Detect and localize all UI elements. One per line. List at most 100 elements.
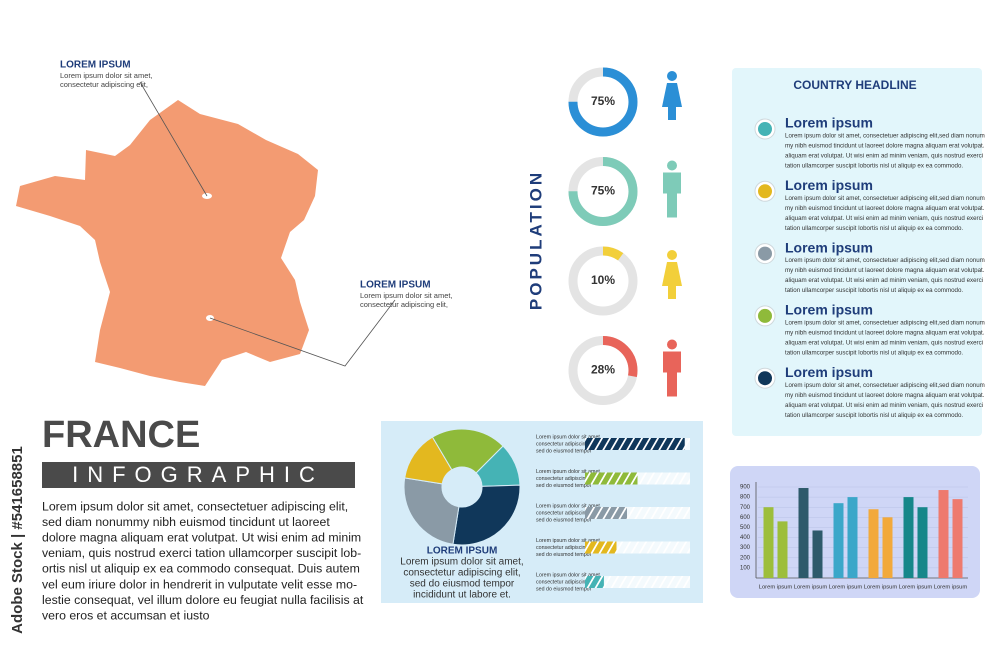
donut-arc <box>568 157 638 226</box>
item-text: my nibh euismod tincidunt ut laoreet dol… <box>785 330 985 337</box>
x-tick-label: Lorem ipsum <box>864 585 898 591</box>
y-tick-label: 200 <box>740 555 751 561</box>
person-head <box>667 339 677 350</box>
donut-arc <box>568 336 638 405</box>
item-text: aliquam erat volutpat. Ut wisi enim ad m… <box>785 153 983 160</box>
paragraph-line: veniam, quis nostrud exerci tation ullam… <box>42 546 361 560</box>
y-tick-label: 100 <box>740 565 751 571</box>
bar <box>938 490 949 578</box>
progress-stripes <box>585 472 690 485</box>
item-text: tation ullamcorper suscipit lobortis nis… <box>785 412 963 419</box>
y-tick-label: 500 <box>740 525 751 531</box>
person-body <box>663 351 681 397</box>
pie-title: LOREM IPSUM <box>427 546 498 557</box>
bar-text: Lorem ipsum dolor sit amet, <box>536 503 601 509</box>
item-heading: Lorem ipsum <box>785 177 873 193</box>
callout-title: LOREM IPSUM <box>60 60 131 71</box>
progress-stripes <box>585 507 690 519</box>
item-text: Lorem ipsum dolor sit amet, consectetuer… <box>785 320 985 327</box>
item-text: aliquam erat volutpat. Ut wisi enim ad m… <box>785 277 983 284</box>
bar <box>903 497 914 578</box>
progress-stripes <box>585 576 690 588</box>
callout-title: LOREM IPSUM <box>360 280 431 291</box>
pie-text: incididunt ut labore et. <box>413 590 511 601</box>
paragraph-line: vel eum iriure dolor in hendrerit in vul… <box>42 577 357 591</box>
callout-text: consectetur adipiscing elit, <box>60 80 148 89</box>
item-text: aliquam erat volutpat. Ut wisi enim ad m… <box>785 215 983 222</box>
item-text: my nibh euismod tincidunt ut laoreet dol… <box>785 267 985 274</box>
france-map <box>16 100 318 386</box>
person-body <box>662 262 682 299</box>
item-text: Lorem ipsum dolor sit amet, consectetuer… <box>785 133 985 140</box>
item-heading: Lorem ipsum <box>785 302 873 318</box>
paragraph-line: ortis nisl ut aliquip ex ea commodo cons… <box>42 562 360 576</box>
y-tick-label: 400 <box>740 535 751 541</box>
donut-arc <box>568 246 638 316</box>
bar-text: sed do eiusmod tempor <box>536 552 592 558</box>
item-text: tation ullamcorper suscipit lobortis nis… <box>785 163 963 170</box>
bar <box>812 530 823 578</box>
bar-text: sed do eiusmod tempor <box>536 448 592 454</box>
pie-text: Lorem ipsum dolor sit amet, <box>400 557 523 568</box>
x-tick-label: Lorem ipsum <box>794 585 828 591</box>
bar-text: sed do eiusmod tempor <box>536 483 592 489</box>
donut-arc <box>568 67 638 137</box>
paragraph-line: sed diam nonummy nibh euismod tincidunt … <box>42 515 330 529</box>
item-text: my nibh euismod tincidunt ut laoreet dol… <box>785 205 985 212</box>
paragraph-line: dolore magna aliquam erat volutpat. Ut w… <box>42 530 361 544</box>
donut-label: 75% <box>591 184 615 198</box>
item-dot <box>758 184 772 199</box>
bar-text: sed do eiusmod tempor <box>536 517 592 523</box>
item-text: aliquam erat volutpat. Ut wisi enim ad m… <box>785 340 983 347</box>
pie-segment <box>403 477 460 545</box>
bar-text: sed do eiusmod tempor <box>536 586 592 592</box>
pie-text: consectetur adipiscing elit, <box>403 568 520 579</box>
person-body <box>662 83 682 120</box>
bar <box>952 499 963 578</box>
pie-hole <box>442 467 482 507</box>
y-tick-label: 600 <box>740 515 751 521</box>
bar-text: Lorem ipsum dolor sit amet, <box>536 434 601 440</box>
person-body <box>663 172 681 218</box>
x-tick-label: Lorem ipsum <box>829 585 863 591</box>
progress-stripes <box>585 541 690 554</box>
item-text: Lorem ipsum dolor sit amet, consectetuer… <box>785 382 985 389</box>
bar <box>868 509 879 578</box>
y-tick-label: 700 <box>740 505 751 511</box>
person-head <box>667 71 677 81</box>
item-dot <box>758 246 772 261</box>
callout-line <box>209 299 396 367</box>
donut-label: 75% <box>591 94 615 108</box>
y-tick-label: 900 <box>740 485 751 491</box>
bar <box>882 517 893 578</box>
bar <box>917 507 928 578</box>
item-dot <box>758 371 772 386</box>
bar-text: consectetur adipiscing elit, <box>536 579 598 585</box>
callout-text: Lorem ipsum dolor sit amet, <box>60 71 153 80</box>
bar <box>777 521 788 578</box>
item-heading: Lorem ipsum <box>785 239 873 255</box>
donut-label: 10% <box>591 273 615 287</box>
bar-text: Lorem ipsum dolor sit amet, <box>536 538 601 544</box>
bar-text: consectetur adipiscing elit, <box>536 476 598 482</box>
paragraph-line: Lorem ipsum dolor sit amet, consectetuer… <box>42 499 348 513</box>
callout-line <box>139 81 208 197</box>
headline-panel <box>732 68 982 436</box>
paragraph-line: lestie consequat, vel illum dolore eu fe… <box>42 593 364 607</box>
bar-text: consectetur adipiscing elit, <box>536 441 598 447</box>
pie-text: sed do eiusmod tempor <box>410 579 515 590</box>
x-tick-label: Lorem ipsum <box>899 585 933 591</box>
person-head <box>667 160 677 171</box>
subtitle: INFOGRAPHIC <box>72 462 324 487</box>
bar <box>798 488 809 578</box>
bar-text: consectetur adipiscing elit, <box>536 545 598 551</box>
bar-text: Lorem ipsum dolor sit amet, <box>536 469 601 475</box>
callout-text: consectetur adipiscing elit, <box>360 300 448 309</box>
bar <box>847 497 858 578</box>
item-text: Lorem ipsum dolor sit amet, consectetuer… <box>785 195 985 202</box>
item-text: aliquam erat volutpat. Ut wisi enim ad m… <box>785 402 983 409</box>
bar <box>833 503 844 578</box>
item-text: my nibh euismod tincidunt ut laoreet dol… <box>785 143 985 150</box>
item-dot <box>758 122 772 136</box>
